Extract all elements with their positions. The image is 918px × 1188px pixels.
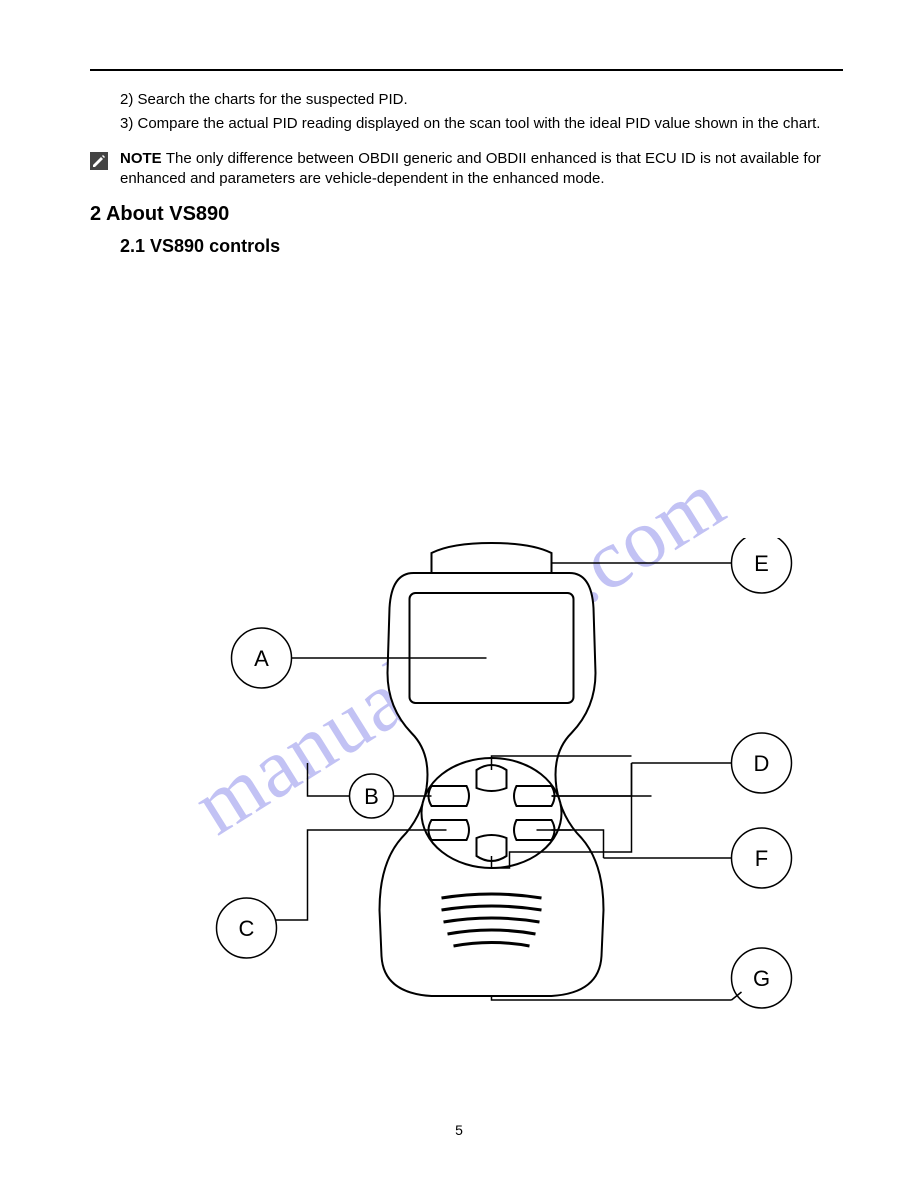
callout-b: B <box>364 784 379 809</box>
device-figure: A C B E D F G <box>90 538 843 1018</box>
step-3: 3) Compare the actual PID reading displa… <box>90 114 843 134</box>
section-heading-2: 2 About VS890 <box>90 203 843 226</box>
callout-e: E <box>754 551 769 576</box>
page-number: 5 <box>0 1122 918 1138</box>
note-block: NOTE The only difference between OBDII g… <box>90 149 843 190</box>
note-label: NOTE <box>120 150 162 167</box>
callout-c: C <box>239 916 255 941</box>
header-rule <box>90 69 843 71</box>
callout-d: D <box>754 751 770 776</box>
note-body: The only difference between OBDII generi… <box>120 150 821 187</box>
step-2: 2) Search the charts for the suspected P… <box>90 90 843 110</box>
note-text: NOTE The only difference between OBDII g… <box>120 149 843 190</box>
callout-g: G <box>753 966 770 991</box>
pencil-note-icon <box>90 152 108 170</box>
page: 2) Search the charts for the suspected P… <box>0 0 918 1188</box>
text-column: 2) Search the charts for the suspected P… <box>90 90 843 263</box>
callout-a: A <box>254 646 269 671</box>
section-heading-2-1: 2.1 VS890 controls <box>90 236 843 257</box>
callout-f: F <box>755 846 768 871</box>
